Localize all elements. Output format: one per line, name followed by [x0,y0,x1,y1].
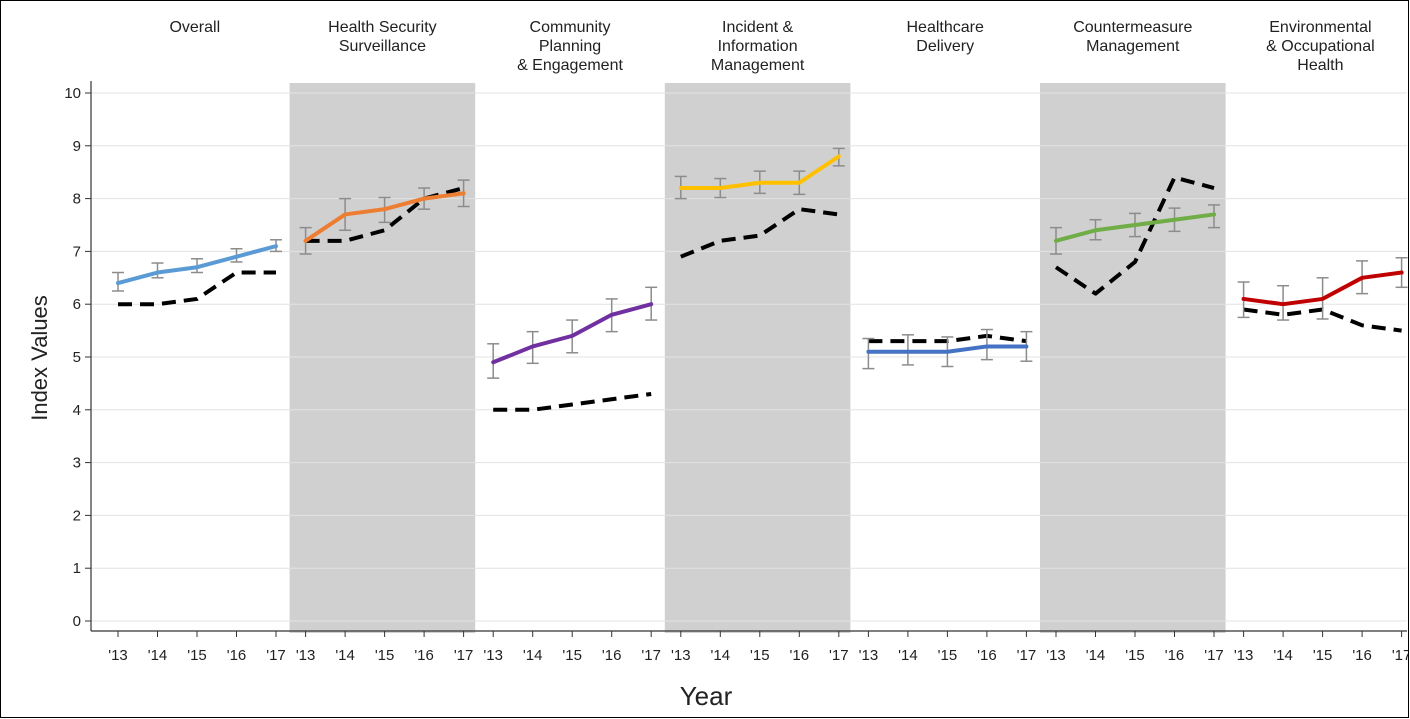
x-tick-label: '15 [750,647,770,664]
panel-title-line: Environmental [1269,19,1371,36]
x-tick-label: '14 [148,647,168,664]
x-tick-label: '15 [1313,647,1333,664]
x-tick-label: '17 [1204,647,1224,664]
reference-line-6 [1054,175,1215,296]
panel-title-line: Incident & [722,19,793,36]
series-line-3 [491,302,654,365]
panel-title-line: Health [1297,57,1343,74]
y-tick-label: 6 [73,296,81,313]
reference-line-3 [493,391,652,412]
panel-title-line: & Engagement [517,57,623,74]
panel-title-line: Planning [539,38,601,55]
panel-title-line: Countermeasure [1073,19,1192,36]
x-tick-label: '13 [296,647,316,664]
x-tick-label: '13 [108,647,128,664]
y-tick-label: 10 [64,85,81,102]
y-tick-label: 0 [73,613,81,630]
x-axis-title: Year [680,681,733,711]
x-tick-label: '14 [711,647,731,664]
x-tick-label: '15 [1125,647,1145,664]
panel-title-4: Incident & Information Management [711,19,805,74]
x-tick-label: '16 [414,647,434,664]
series-line-1 [116,244,278,286]
y-tick-label: 3 [73,455,81,472]
y-tick-label: 9 [73,138,81,155]
panel-shade-4 [664,83,851,633]
panel-title-5: Healthcare Delivery [907,19,984,55]
x-tick-label: '16 [602,647,622,664]
x-tick-label: '13 [483,647,503,664]
x-tick-label: '16 [977,647,997,664]
y-tick-label: 4 [73,402,81,419]
panel-title-line: Management [711,57,805,74]
x-tick-label: '17 [641,647,661,664]
y-tick-label: 1 [73,560,81,577]
panel-shade-6 [1040,83,1226,633]
x-tick-label: '15 [375,647,395,664]
x-tick-label: '16 [1352,647,1372,664]
x-tick-label: '16 [1165,647,1185,664]
x-tick-label: '15 [938,647,958,664]
panel-title-line: Community [530,19,611,36]
panel-title-3: Community Planning & Engagement [517,19,623,74]
panel-title-line: Surveillance [339,38,426,55]
series-line-6 [1054,212,1216,243]
x-tick-label: '14 [898,647,918,664]
series-line-7 [1241,270,1404,307]
x-tick-label: '17 [454,647,474,664]
y-tick-label: 2 [73,507,81,524]
panel-title-2: Health Security Surveillance [328,19,437,55]
reference-line-1 [118,270,276,307]
panel-title-line: Information [718,38,798,55]
series-line-2 [303,191,466,243]
x-tick-label: '15 [562,647,582,664]
panel-title-line: Healthcare [907,19,984,36]
x-tick-label: '17 [1017,647,1037,664]
panel-title-line: Management [1086,38,1180,55]
x-tick-label: '13 [859,647,879,664]
x-tick-label: '14 [523,647,543,664]
y-tick-label: 5 [73,349,81,366]
series-line-5 [866,344,1029,354]
y-axis-title: Index Values [27,295,52,421]
panel-title-6: Countermeasure Management [1073,19,1192,55]
x-tick-label: '13 [1046,647,1066,664]
x-tick-label: '15 [187,647,207,664]
panel-title-line: Health Security [328,19,437,36]
x-tick-label: '13 [671,647,691,664]
x-tick-label: '17 [266,647,286,664]
panel-title-7: Environmental & Occupational Health [1266,19,1375,74]
panel-title-line: & Occupational [1266,38,1375,55]
x-tick-label: '16 [790,647,810,664]
x-tick-label: '17 [829,647,849,664]
y-tick-label: 7 [73,243,81,260]
x-tick-label: '16 [227,647,247,664]
x-tick-label: '13 [1234,647,1254,664]
x-tick-label: '14 [335,647,355,664]
series-line-4 [678,154,841,191]
panel-title-1: Overall [169,19,220,36]
x-tick-label: '17 [1392,647,1409,664]
x-tick-label: '14 [1086,647,1106,664]
y-tick-label: 8 [73,191,81,208]
reference-line-4 [680,207,840,259]
panel-shade-2 [289,83,476,633]
panel-title-line: Overall [169,19,220,36]
panel-title-line: Delivery [916,38,974,55]
x-tick-label: '14 [1273,647,1293,664]
